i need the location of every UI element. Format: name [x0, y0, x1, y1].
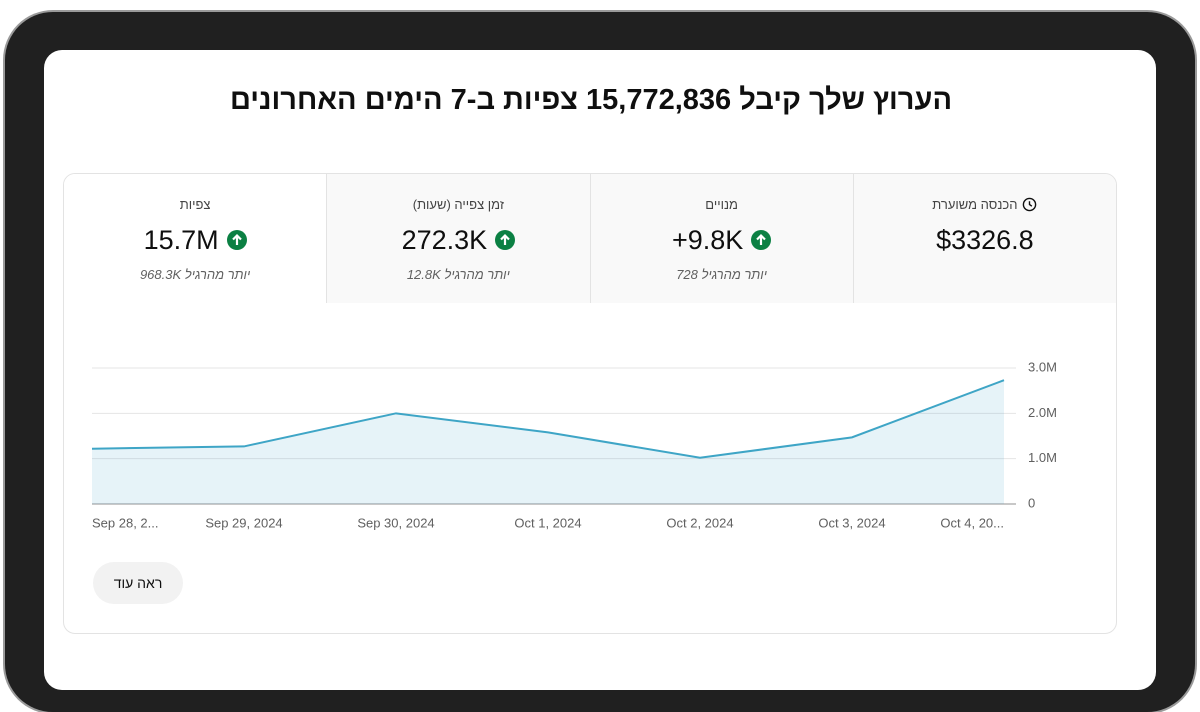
metric-tabs: הכנסה משוערת $3326.8 מנויים +9.8K יותר מ…	[64, 174, 1116, 303]
metric-value: 272.3K	[402, 224, 516, 256]
metric-value-text: 272.3K	[401, 224, 488, 255]
y-tick-label: 1.0M	[1028, 450, 1057, 465]
x-tick-label: Sep 28, 2...	[92, 515, 159, 530]
metric-note: יותר מהרגיל 728	[676, 267, 768, 282]
metric-tab[interactable]: זמן צפייה (שעות) 272.3K יותר מהרגיל 12.8…	[326, 174, 590, 303]
chart: 0 1.0M 2.0M 3.0M Sep 28, 2... Sep 29, 2024 Sep…	[91, 359, 1057, 530]
y-tick-label: 0	[1028, 495, 1035, 510]
metric-label: צפיות	[179, 196, 211, 212]
metric-value: +9.8K	[671, 224, 772, 256]
x-tick-label: Oct 4, 20...	[940, 515, 1004, 530]
metric-note: יותר מהרגיל 12.8K	[406, 267, 510, 282]
metric-value-text: 15.7M	[143, 224, 219, 255]
up-icon	[226, 230, 247, 250]
metric-value-text: +9.8K	[671, 224, 744, 255]
metric-value: 15.7M	[144, 224, 247, 256]
up-icon	[751, 230, 772, 250]
metric-note: יותר מהרגיל 968.3K	[139, 267, 251, 282]
page: הערוץ שלך קיבל 15,772,836 צפיות ב-7 הימי…	[5, 12, 1195, 712]
metric-label: מנויים	[705, 196, 738, 212]
metric-value: $3326.8	[936, 224, 1034, 255]
metric-label-text: הכנסה משוערת	[932, 196, 1018, 212]
analytics-card: הכנסה משוערת $3326.8 מנויים +9.8K יותר מ…	[63, 173, 1117, 634]
x-tick-label: Oct 1, 2024	[514, 515, 581, 530]
x-tick-label: Oct 3, 2024	[818, 515, 885, 530]
metric-tab[interactable]: הכנסה משוערת $3326.8	[852, 174, 1116, 303]
y-tick-label: 3.0M	[1028, 359, 1057, 374]
screen	[44, 50, 1156, 690]
see-more-button[interactable]: ראה עוד	[93, 562, 183, 604]
metric-tab[interactable]: צפיות 15.7M יותר מהרגיל 968.3K	[64, 174, 327, 303]
x-tick-label: Sep 29, 2024	[205, 515, 282, 530]
metric-label: זמן צפייה (שעות)	[412, 196, 505, 212]
metric-tab[interactable]: מנויים +9.8K יותר מהרגיל 728	[589, 174, 853, 303]
metric-label: הכנסה משוערת	[932, 196, 1037, 212]
up-icon	[495, 230, 516, 250]
clock-icon	[1023, 197, 1037, 211]
page-title: הערוץ שלך קיבל 15,772,836 צפיות ב-7 הימי…	[229, 84, 953, 116]
x-tick-label: Oct 2, 2024	[666, 515, 733, 530]
line	[91, 379, 1005, 459]
y-tick-label: 2.0M	[1028, 405, 1057, 420]
x-tick-label: Sep 30, 2024	[357, 515, 434, 530]
area	[92, 380, 1004, 504]
